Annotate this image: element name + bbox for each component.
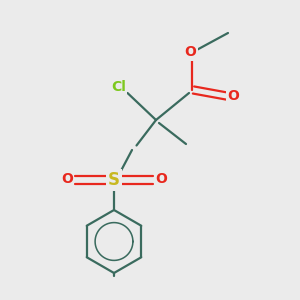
Text: O: O <box>155 172 167 186</box>
Text: S: S <box>108 171 120 189</box>
Text: O: O <box>61 172 73 186</box>
Text: Cl: Cl <box>111 80 126 94</box>
Text: O: O <box>184 46 196 59</box>
Text: O: O <box>227 89 239 103</box>
